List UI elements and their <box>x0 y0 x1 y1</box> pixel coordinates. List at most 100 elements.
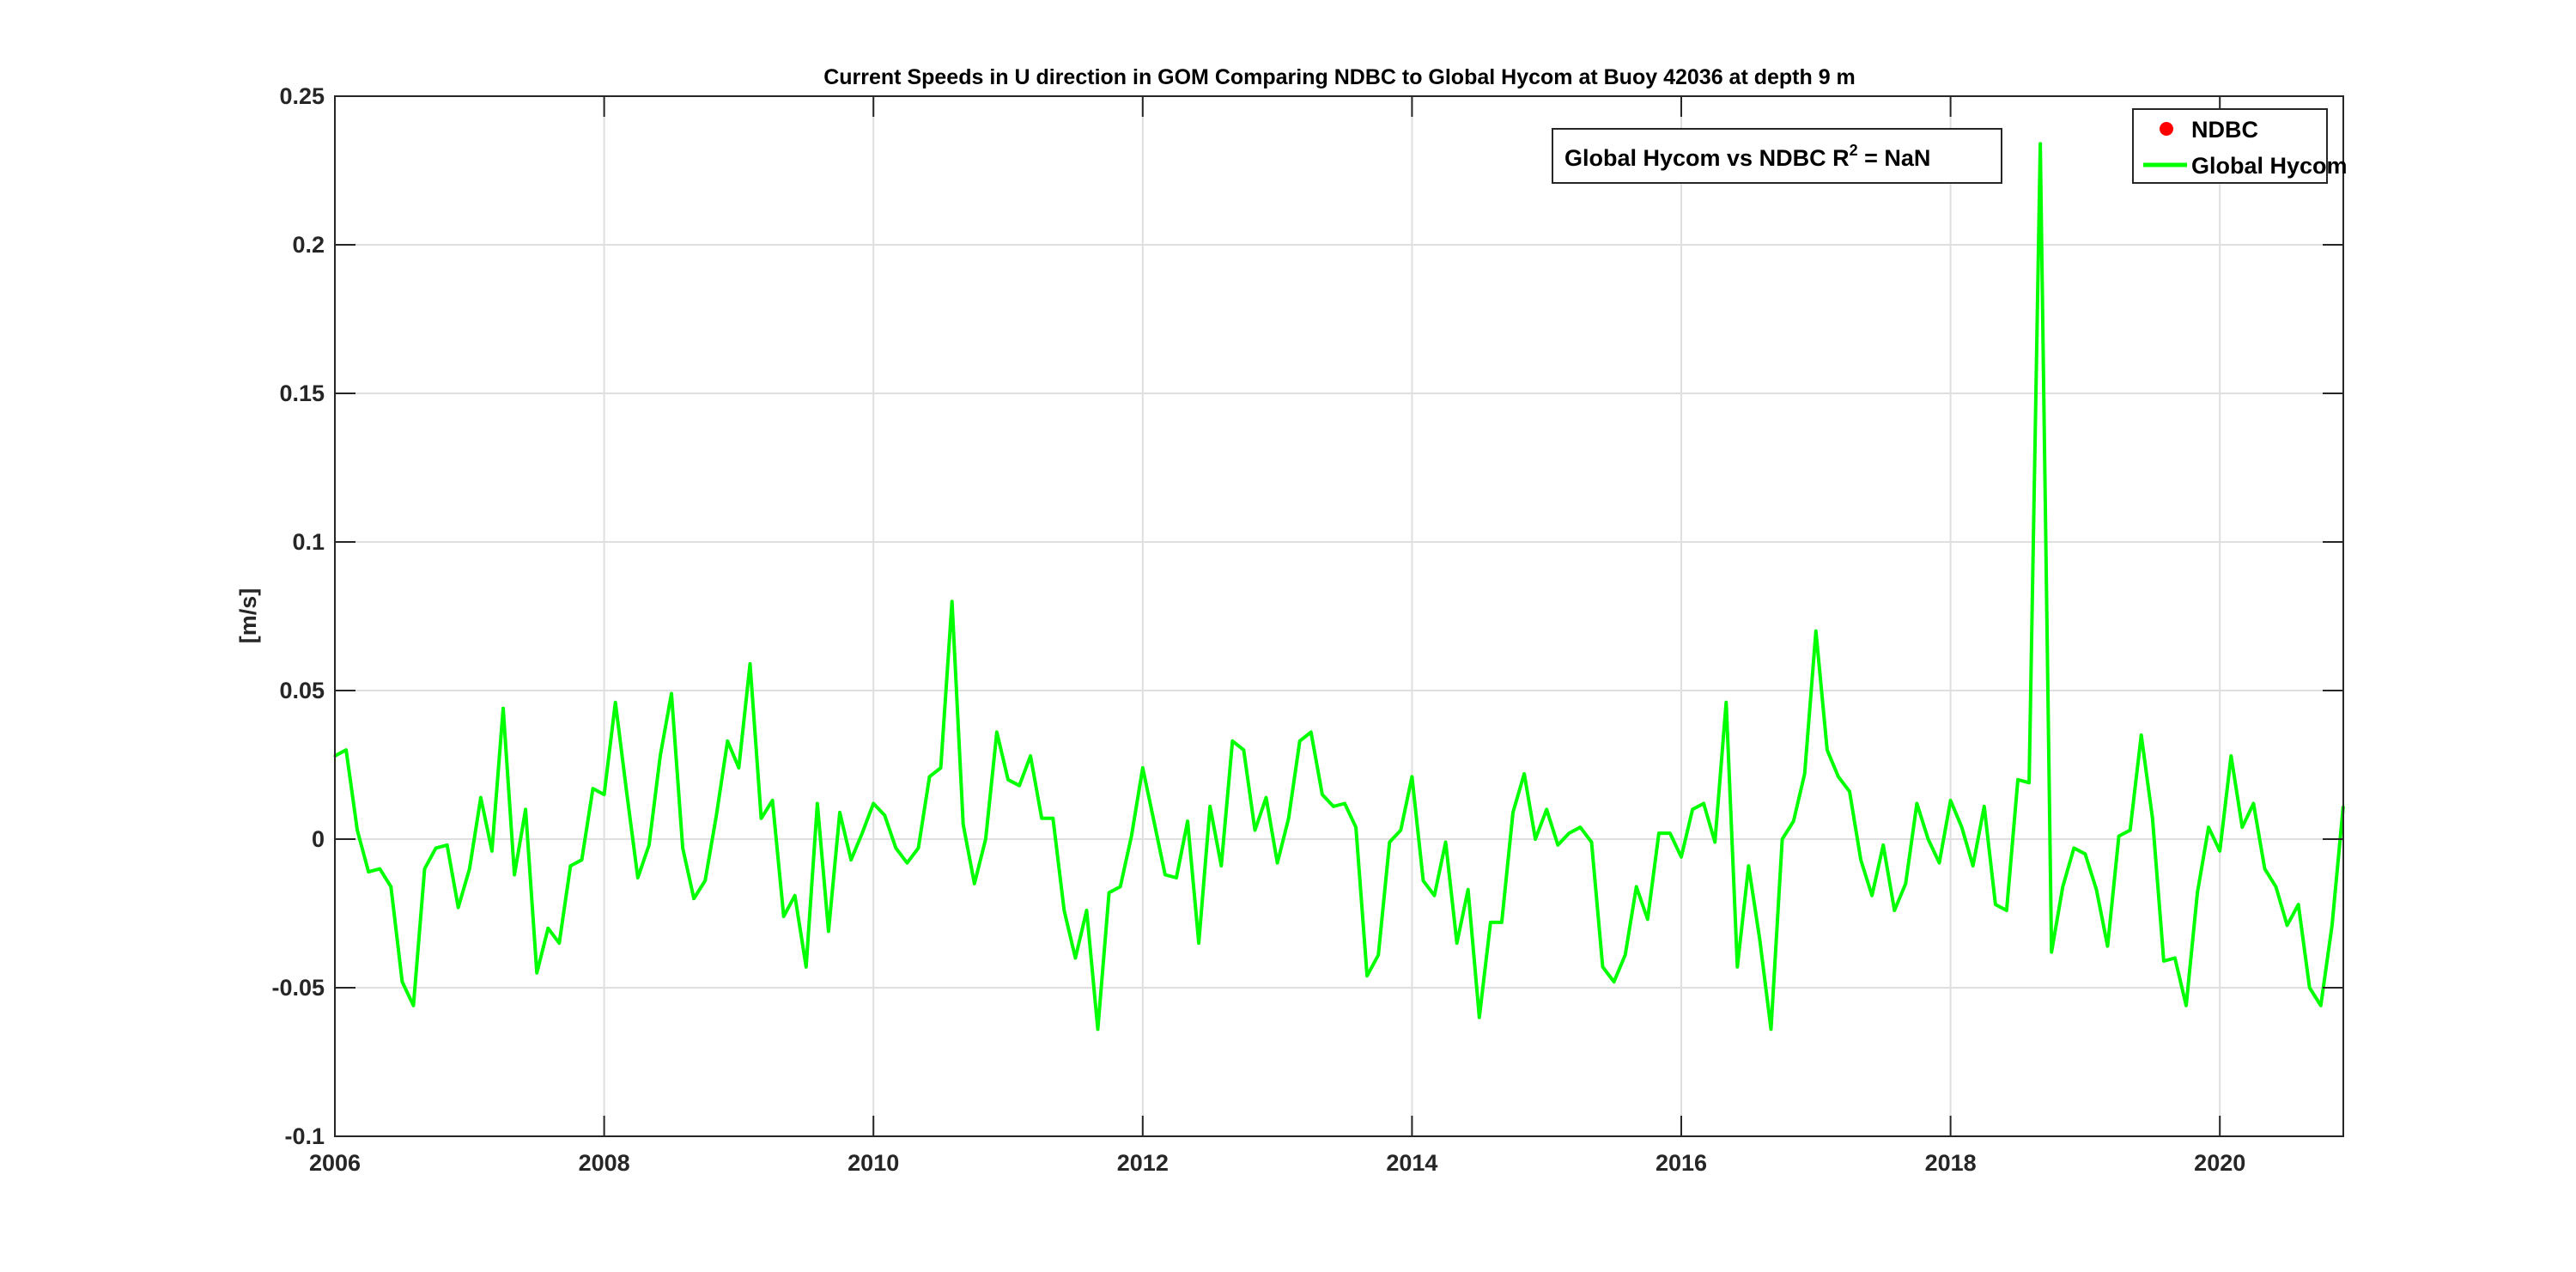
global-hycom-point <box>714 813 718 817</box>
global-hycom-point <box>1613 980 1616 983</box>
global-hycom-point <box>2072 846 2075 849</box>
global-hycom-point <box>2094 888 2098 892</box>
global-hycom-point <box>737 766 740 770</box>
global-hycom-point <box>1354 825 1358 829</box>
global-hycom-point <box>1826 748 1829 752</box>
global-hycom-point <box>1478 1016 1481 1019</box>
global-hycom-point <box>1219 864 1223 867</box>
global-hycom-point <box>1983 805 1986 808</box>
global-hycom-point <box>1926 837 1929 841</box>
global-hycom-point <box>2005 909 2008 912</box>
global-hycom-point <box>1747 864 1750 867</box>
global-hycom-point <box>1467 888 1470 892</box>
global-hycom-point <box>2173 956 2177 959</box>
global-hycom-point <box>951 599 954 603</box>
global-hycom-point <box>2251 801 2255 805</box>
global-hycom-point <box>659 754 662 758</box>
global-hycom-point <box>1702 801 1705 805</box>
global-hycom-point <box>1713 840 1716 843</box>
x-tick-label: 2006 <box>309 1150 361 1176</box>
global-hycom-point <box>1949 799 1953 802</box>
y-tick-label: 0 <box>312 826 325 852</box>
global-hycom-point <box>1040 817 1043 820</box>
global-hycom-point <box>411 1004 415 1007</box>
global-hycom-point <box>1489 921 1492 924</box>
global-hycom-point <box>1444 840 1448 843</box>
global-hycom-point <box>1904 882 1907 886</box>
ticks-layer: 2006 2008 2010 2012 2014 2016 2018 2020 -0.1 -0.0… <box>271 83 2343 1176</box>
global-hycom-point <box>1545 807 1548 811</box>
global-hycom-point <box>457 906 460 910</box>
global-hycom-point <box>1321 793 1324 796</box>
global-hycom-point <box>1376 953 1380 957</box>
global-hycom-point <box>1870 894 1874 898</box>
global-hycom-point <box>1399 829 1402 832</box>
global-hycom-point <box>2308 986 2312 989</box>
r-squared-annotation: Global Hycom vs NDBC R2 = NaN <box>1552 128 2002 184</box>
global-hycom-point <box>513 873 516 877</box>
global-hycom-point <box>838 811 841 814</box>
global-hycom-point <box>2151 817 2154 820</box>
global-hycom-point <box>344 748 348 752</box>
global-hycom-point <box>1848 790 1851 794</box>
global-hycom-point <box>1298 739 1302 743</box>
global-hycom-point <box>2106 945 2110 948</box>
global-hycom-point <box>1197 941 1200 945</box>
global-hycom-point <box>603 793 606 796</box>
chart-title: Current Speeds in U direction in GOM Com… <box>823 65 1856 89</box>
global-hycom-point <box>805 965 808 969</box>
global-hycom-point <box>1578 825 1582 829</box>
y-tick-label: 0.05 <box>279 678 325 703</box>
global-hycom-point <box>1230 739 1234 743</box>
global-hycom-point <box>2297 903 2300 906</box>
global-hycom-point <box>1084 909 1088 912</box>
global-hycom-point <box>1960 825 1964 829</box>
global-hycom-point <box>1152 819 1156 823</box>
global-hycom-point <box>681 846 684 849</box>
global-hycom-point <box>670 691 673 695</box>
global-hycom-point <box>1006 778 1010 782</box>
x-tick-label: 2012 <box>1117 1150 1169 1176</box>
global-hycom-point <box>1781 837 1784 841</box>
global-hycom-point <box>1175 876 1178 879</box>
global-hycom-point <box>1680 855 1683 859</box>
global-hycom-point <box>557 941 561 945</box>
global-hycom-point <box>1051 817 1054 820</box>
global-hycom-point <box>1837 775 1840 778</box>
global-hycom-point <box>883 813 886 817</box>
global-hycom-point <box>1108 891 1111 894</box>
global-hycom-point <box>2129 829 2132 832</box>
global-hycom-point <box>468 867 471 871</box>
global-hycom-point <box>2286 923 2289 927</box>
global-hycom-point <box>2038 142 2042 145</box>
global-hycom-point <box>1724 701 1728 704</box>
plot-area <box>335 96 2343 1136</box>
global-hycom-point <box>1589 840 1593 843</box>
x-tick-label: 2010 <box>848 1150 899 1176</box>
global-hycom-point <box>367 870 370 873</box>
global-hycom-point <box>2027 781 2031 784</box>
global-hycom-point <box>703 879 707 882</box>
global-hycom-point <box>1276 861 1279 865</box>
axes-box <box>334 95 2344 1137</box>
global-hycom-point <box>894 846 897 849</box>
global-hycom-point <box>501 707 505 710</box>
x-tick-label: 2020 <box>2194 1150 2245 1176</box>
global-hycom-point <box>1365 974 1369 977</box>
global-hycom-point <box>434 846 438 849</box>
global-hycom-point <box>928 775 932 778</box>
global-hycom-point <box>962 823 965 826</box>
global-hycom-point <box>1119 885 1122 888</box>
global-hycom-point <box>2207 825 2210 829</box>
global-hycom-point <box>973 882 976 886</box>
x-tick-label: 2014 <box>1386 1150 1437 1176</box>
global-hycom-point <box>2263 867 2266 871</box>
global-hycom-point <box>2196 891 2199 894</box>
global-hycom-point <box>1971 864 1975 867</box>
global-hycom-point <box>760 817 763 820</box>
x-tick-label: 2018 <box>1925 1150 1977 1176</box>
global-hycom-point <box>614 701 617 704</box>
annotation-main: Global Hycom vs NDBC R <box>1564 145 1850 171</box>
global-hycom-point <box>1522 772 1526 776</box>
global-hycom-point <box>692 897 696 900</box>
